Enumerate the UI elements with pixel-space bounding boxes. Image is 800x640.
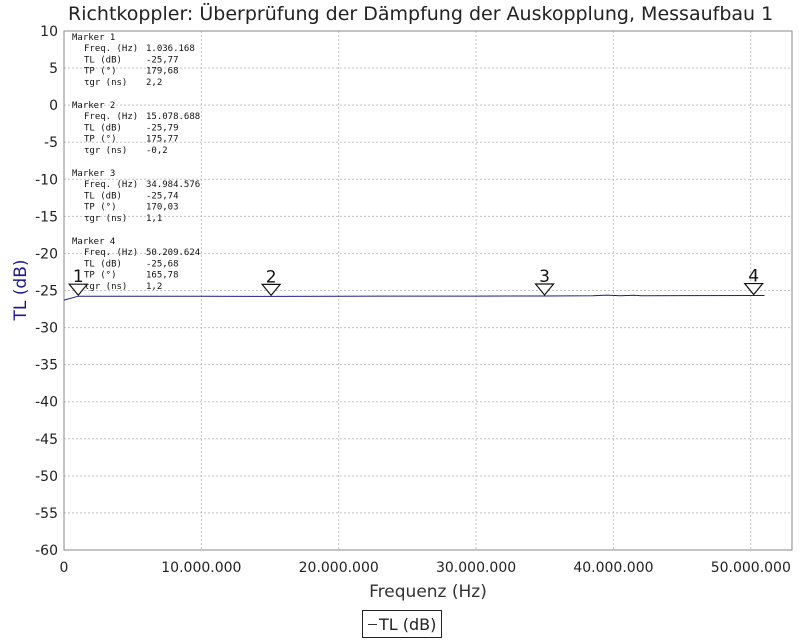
plot-frame <box>63 30 793 551</box>
marker-info-value: 1,2 <box>146 282 162 292</box>
marker-info-value: -25,68 <box>146 259 179 269</box>
y-tick-label: -50 <box>35 469 58 485</box>
marker-triangle <box>67 283 89 297</box>
marker-info-value: -25,79 <box>146 123 179 133</box>
y-tick-label: 0 <box>49 98 58 114</box>
marker-info-label: τgr (ns) <box>84 214 127 224</box>
marker-info-label: Freq. (Hz) <box>84 248 138 258</box>
grid-layer <box>63 30 792 551</box>
series-layer <box>63 294 765 301</box>
marker-info-label: TP (°) <box>84 135 117 145</box>
marker-info-label: τgr (ns) <box>84 146 127 156</box>
marker-triangle <box>743 282 764 296</box>
marker-info-label: Freq. (Hz) <box>84 112 138 122</box>
marker-info-title: Marker 2 <box>72 101 115 111</box>
marker-info-label: τgr (ns) <box>84 78 127 88</box>
marker-info-label: TP (°) <box>84 271 117 281</box>
legend-swatch <box>368 623 377 625</box>
y-tick-label: -60 <box>35 543 58 559</box>
y-tick-label: -40 <box>35 395 58 411</box>
y-tick-label: -45 <box>35 432 58 448</box>
legend-label: TL (dB) <box>379 614 437 634</box>
y-tick-label: -20 <box>35 246 58 262</box>
y-tick-label: -10 <box>35 172 58 188</box>
marker-info-value: 1.036.168 <box>146 44 195 54</box>
chart-title: Richtkoppler: Überprüfung der Dämpfung d… <box>68 3 774 25</box>
x-tick-label: 50.000.000 <box>711 560 791 576</box>
marker-info-value: 34.984.576 <box>146 180 200 190</box>
y-tick-label: -5 <box>44 135 58 151</box>
x-tick-label: 40.000.000 <box>573 560 653 576</box>
marker-info-label: τgr (ns) <box>84 282 127 292</box>
marker-info-value: 175,77 <box>146 135 179 145</box>
marker-info-value: 15.078.688 <box>146 112 200 122</box>
marker-info-value: 50.209.624 <box>146 248 200 258</box>
y-axis-title: TL (dB) <box>11 260 31 322</box>
tick-layer: 1050-5-10-15-20-25-30-35-40-45-50-55-600… <box>35 24 791 576</box>
x-axis-title: Frequenz (Hz) <box>369 582 487 602</box>
marker-info-label: TP (°) <box>84 67 117 77</box>
marker-number: 2 <box>266 267 277 287</box>
y-tick-label: 10 <box>40 24 58 40</box>
marker-triangle <box>534 283 555 296</box>
y-tick-label: -55 <box>35 506 58 522</box>
y-tick-label: -30 <box>35 321 58 337</box>
marker-info-value: 170,03 <box>146 203 179 213</box>
marker-info-value: 2,2 <box>146 78 162 88</box>
y-tick-label: -25 <box>35 284 58 300</box>
marker-info-value: 179,68 <box>146 67 179 77</box>
marker-info-value: 1,1 <box>146 214 162 224</box>
marker-info-label: TL (dB) <box>84 191 122 201</box>
marker-info-label: TP (°) <box>84 203 117 213</box>
x-tick-label: 30.000.000 <box>436 560 516 576</box>
marker-info-value: -25,74 <box>146 191 179 201</box>
marker-info-label: Freq. (Hz) <box>84 180 138 190</box>
marker-info-title: Marker 1 <box>72 33 115 43</box>
marker-number: 3 <box>539 267 550 287</box>
marker-info-label: TL (dB) <box>84 55 122 65</box>
marker-number: 1 <box>73 267 84 287</box>
y-tick-label: -35 <box>35 358 58 374</box>
marker-info-value: -25,77 <box>146 55 179 65</box>
marker-number: 4 <box>748 267 759 287</box>
x-tick-label: 10.000.000 <box>161 560 241 576</box>
marker-info-label: Freq. (Hz) <box>84 44 138 54</box>
marker-info-label: TL (dB) <box>84 123 122 133</box>
marker-triangle <box>260 283 282 297</box>
series-line <box>63 294 765 301</box>
marker-layer: 1 2 3 4 <box>67 267 764 297</box>
marker-info-value: 165,78 <box>146 271 179 281</box>
marker-info-value: -0,2 <box>146 146 168 156</box>
y-tick-label: -15 <box>35 209 58 225</box>
x-tick-label: 20.000.000 <box>299 560 379 576</box>
legend: TL (dB) <box>362 610 443 638</box>
marker-info-title: Marker 4 <box>72 237 115 247</box>
y-tick-label: 5 <box>49 61 58 77</box>
marker-info-label: TL (dB) <box>84 259 122 269</box>
marker-info-title: Marker 3 <box>72 169 115 179</box>
x-tick-label: 0 <box>60 560 69 576</box>
